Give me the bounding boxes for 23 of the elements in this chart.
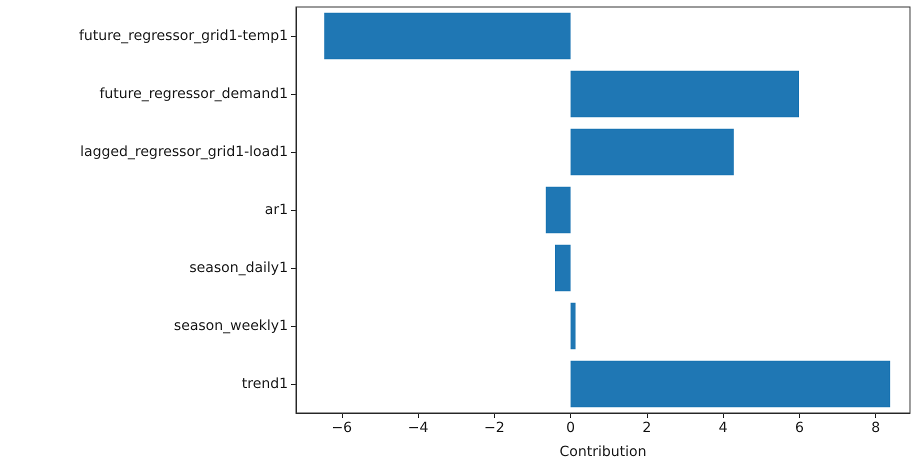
bar [570, 302, 576, 350]
y-tick-label: future_regressor_grid1-temp1 [78, 28, 288, 44]
bar [570, 70, 800, 118]
y-tick-label: trend1 [242, 376, 288, 392]
x-axis-title: Contribution [560, 444, 646, 460]
y-tick-label: season_weekly1 [174, 318, 288, 334]
x-tick-label: −6 [331, 420, 352, 436]
x-tick-label: 8 [871, 420, 880, 436]
y-tick-label: lagged_regressor_grid1-load1 [80, 144, 288, 160]
bar [570, 360, 890, 408]
y-tick-label: ar1 [264, 202, 288, 218]
bar [554, 244, 571, 292]
y-tick-label: season_daily1 [189, 260, 288, 276]
bar [324, 12, 571, 60]
x-tick-label: −4 [408, 420, 428, 436]
bar [570, 128, 734, 176]
y-tick-label: future_regressor_demand1 [99, 86, 288, 102]
x-tick-label: 6 [794, 420, 804, 436]
bar [546, 186, 571, 234]
x-tick-label: 2 [642, 420, 652, 436]
x-tick-label: −2 [484, 420, 505, 436]
x-tick-label: 4 [718, 420, 728, 436]
x-tick-label: 0 [566, 420, 576, 436]
